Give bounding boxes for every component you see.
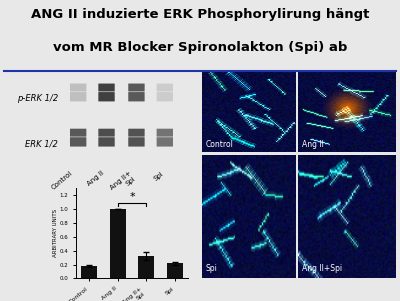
FancyBboxPatch shape [157,84,173,92]
Text: Control: Control [51,170,74,191]
Text: Spi: Spi [206,265,218,274]
FancyBboxPatch shape [157,129,173,137]
FancyBboxPatch shape [98,129,115,137]
FancyBboxPatch shape [128,137,145,147]
Y-axis label: ARBITRARY UNITS: ARBITRARY UNITS [53,209,58,257]
FancyBboxPatch shape [157,92,173,101]
FancyBboxPatch shape [70,129,86,137]
FancyBboxPatch shape [128,92,145,101]
Text: Ang II+Spi: Ang II+Spi [302,265,342,274]
Bar [167,263,183,278]
Text: *: * [129,192,135,202]
FancyBboxPatch shape [70,92,86,101]
Text: Control: Control [206,140,234,149]
FancyBboxPatch shape [98,92,115,101]
Text: ERK 1/2: ERK 1/2 [25,139,58,148]
FancyBboxPatch shape [70,84,86,92]
Bar [138,256,154,278]
Text: p-ERK 1/2: p-ERK 1/2 [17,94,58,103]
FancyBboxPatch shape [70,137,86,147]
FancyBboxPatch shape [157,137,173,147]
Text: Ang II: Ang II [86,170,105,188]
FancyBboxPatch shape [98,137,115,147]
Bar [81,266,97,278]
FancyBboxPatch shape [128,84,145,92]
Text: ANG II induzierte ERK Phosphorylirung hängt: ANG II induzierte ERK Phosphorylirung hä… [31,8,369,20]
Text: Ang II+
Spi: Ang II+ Spi [109,170,137,197]
Text: vom MR Blocker Spironolakton (Spi) ab: vom MR Blocker Spironolakton (Spi) ab [53,41,347,54]
Text: Spi: Spi [153,170,165,182]
FancyBboxPatch shape [128,129,145,137]
Text: Ang II: Ang II [302,140,324,149]
FancyBboxPatch shape [98,84,115,92]
Bar [110,209,126,278]
